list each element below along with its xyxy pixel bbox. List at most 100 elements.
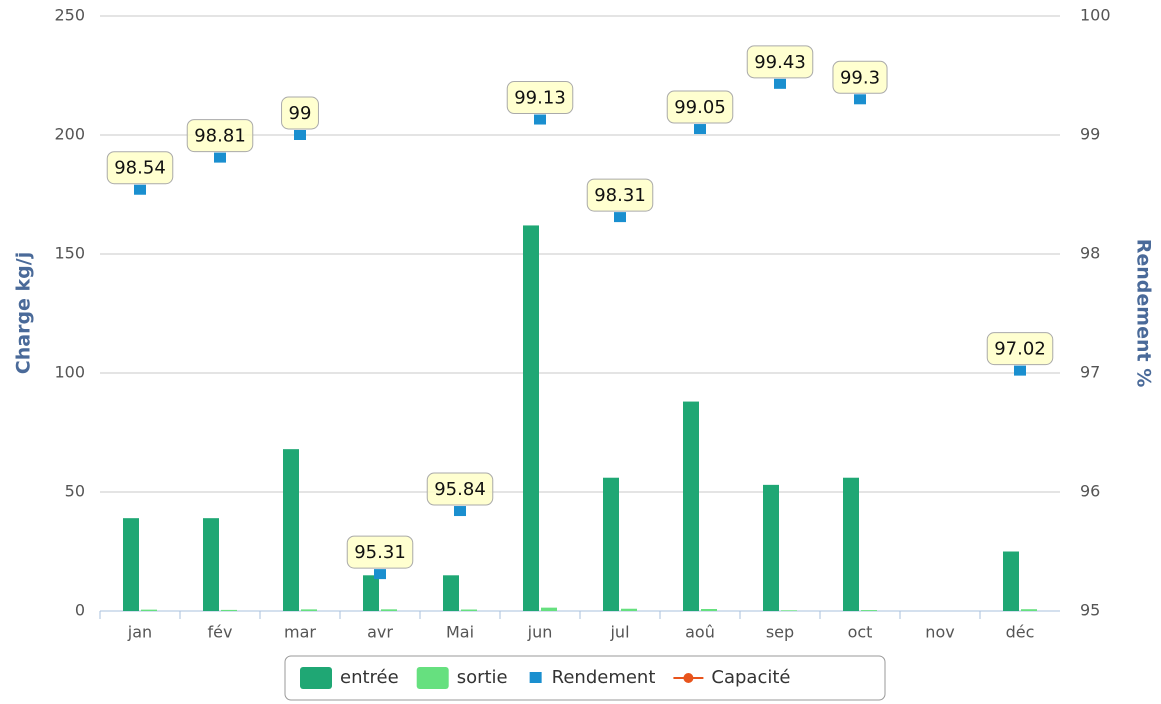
data-label-box bbox=[666, 90, 734, 124]
data-label: 99.13 bbox=[506, 81, 574, 115]
bar bbox=[843, 477, 859, 611]
bar bbox=[603, 477, 619, 611]
bar bbox=[1021, 609, 1037, 611]
y2-tick-label: 95 bbox=[1080, 601, 1100, 620]
bar bbox=[541, 607, 557, 611]
bar bbox=[621, 608, 637, 611]
data-label-text: 95.31 bbox=[354, 542, 406, 563]
data-label: 99 bbox=[281, 96, 319, 130]
y-tick-label: 150 bbox=[54, 244, 85, 263]
marker bbox=[614, 212, 626, 223]
data-label: 99.05 bbox=[666, 90, 734, 124]
data-label-text: 99 bbox=[289, 103, 312, 124]
data-label-box bbox=[506, 81, 574, 115]
data-label: 95.84 bbox=[426, 472, 494, 506]
marker bbox=[694, 124, 706, 135]
y2-tick-label: 100 bbox=[1080, 6, 1111, 25]
y2-tick-label: 99 bbox=[1080, 125, 1100, 144]
data-label-box bbox=[746, 45, 814, 79]
bar bbox=[443, 575, 459, 611]
marker bbox=[294, 130, 306, 140]
data-label-text: 99.43 bbox=[754, 52, 806, 73]
data-label-box bbox=[346, 535, 414, 569]
legend-swatch bbox=[683, 673, 694, 683]
data-label: 99.43 bbox=[746, 45, 814, 79]
bar bbox=[701, 609, 717, 611]
bar bbox=[683, 401, 699, 611]
data-label: 95.31 bbox=[346, 535, 414, 569]
data-label: 99.3 bbox=[832, 60, 888, 94]
data-label-text: 99.13 bbox=[514, 88, 566, 109]
bar bbox=[763, 484, 779, 611]
legend-label: sortie bbox=[457, 667, 508, 688]
legend-label: Capacité bbox=[711, 667, 790, 688]
bar bbox=[141, 609, 157, 611]
data-label-text: 98.81 bbox=[194, 126, 246, 147]
data-label: 98.31 bbox=[586, 178, 654, 212]
y2-tick-label: 96 bbox=[1080, 482, 1100, 501]
marker bbox=[134, 184, 146, 195]
bar bbox=[283, 449, 299, 611]
data-label-box bbox=[586, 178, 654, 212]
bar bbox=[781, 610, 797, 611]
legend-swatch bbox=[416, 667, 449, 689]
bar bbox=[301, 609, 317, 611]
bar bbox=[363, 575, 379, 611]
x-tick-label: avr bbox=[367, 623, 393, 642]
x-tick-label: oct bbox=[848, 623, 873, 642]
bar bbox=[381, 609, 397, 611]
marker bbox=[854, 94, 866, 105]
x-tick-label: déc bbox=[1006, 623, 1035, 642]
data-label-text: 98.54 bbox=[114, 158, 166, 179]
data-label: 98.81 bbox=[186, 119, 254, 153]
data-label-box bbox=[832, 60, 888, 94]
y-tick-label: 100 bbox=[54, 363, 85, 382]
legend-swatch bbox=[300, 667, 332, 689]
x-tick-label: sep bbox=[766, 623, 794, 642]
data-label-box bbox=[186, 119, 254, 153]
x-tick-label: aoû bbox=[685, 623, 715, 642]
x-tick-label: Mai bbox=[446, 623, 474, 642]
y-tick-label: 0 bbox=[75, 601, 85, 620]
bar bbox=[123, 518, 139, 611]
legend-label: entrée bbox=[340, 667, 399, 688]
marker bbox=[214, 152, 226, 163]
data-label-box bbox=[426, 472, 494, 506]
y-tick-label: 200 bbox=[54, 125, 85, 144]
x-tick-label: nov bbox=[925, 623, 954, 642]
data-label-box bbox=[106, 151, 174, 185]
y2-tick-label: 98 bbox=[1080, 244, 1100, 263]
data-label: 98.54 bbox=[106, 151, 174, 185]
marker bbox=[534, 114, 546, 125]
x-tick-label: jul bbox=[609, 623, 629, 642]
data-label-text: 99.05 bbox=[674, 97, 726, 118]
y-tick-label: 250 bbox=[54, 6, 85, 25]
x-tick-label: mar bbox=[284, 623, 316, 642]
x-tick-label: jan bbox=[127, 623, 152, 642]
marker bbox=[454, 506, 466, 517]
data-label-text: 99.3 bbox=[840, 67, 880, 88]
legend-label: Rendement bbox=[552, 667, 656, 688]
bar bbox=[523, 225, 539, 611]
marker bbox=[774, 78, 786, 89]
bar bbox=[861, 610, 877, 611]
data-label-text: 97.02 bbox=[994, 339, 1046, 360]
y-axis-title: Charge kg/j bbox=[13, 252, 35, 374]
data-label-text: 95.84 bbox=[434, 479, 486, 500]
y2-tick-label: 97 bbox=[1080, 363, 1100, 382]
marker bbox=[1014, 365, 1026, 376]
data-label: 97.02 bbox=[986, 332, 1054, 366]
y2-axis-title: Rendement % bbox=[1133, 239, 1155, 387]
x-tick-label: jun bbox=[527, 623, 553, 642]
legend-swatch bbox=[529, 672, 542, 683]
marker bbox=[374, 569, 386, 580]
y-tick-label: 50 bbox=[65, 482, 85, 501]
bar bbox=[1003, 551, 1019, 611]
data-label-text: 98.31 bbox=[594, 185, 646, 206]
data-label-box bbox=[281, 96, 319, 130]
x-tick-label: fév bbox=[208, 623, 233, 642]
bar bbox=[461, 609, 477, 611]
bar bbox=[203, 518, 219, 611]
bar bbox=[221, 609, 237, 611]
